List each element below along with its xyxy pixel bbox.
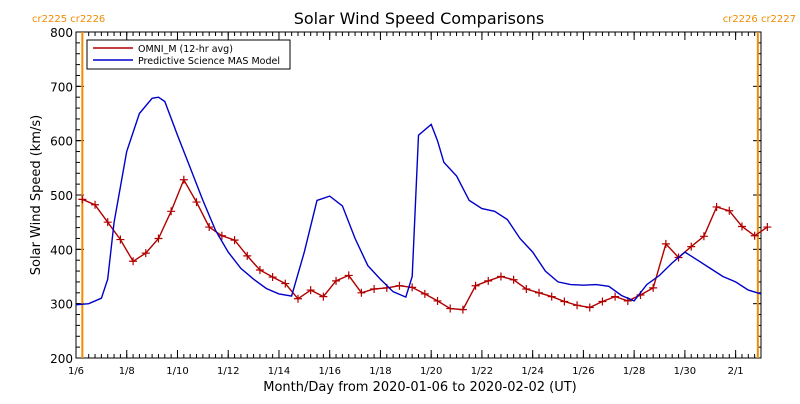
data-point (116, 235, 125, 244)
x-axis-label: Month/Day from 2020-01-06 to 2020-02-02 … (263, 380, 576, 395)
data-point (484, 276, 493, 285)
data-point (496, 272, 505, 281)
x-tick-label: 1/14 (268, 366, 290, 377)
data-point (179, 175, 188, 184)
data-point (522, 284, 531, 293)
data-point (725, 206, 734, 215)
y-tick-label: 300 (50, 298, 73, 312)
series-0 (78, 175, 772, 314)
y-tick-label: 400 (50, 243, 73, 257)
x-tick-label: 1/30 (674, 366, 696, 377)
data-point (712, 202, 721, 211)
data-point (319, 292, 328, 301)
x-tick-label: 1/28 (623, 366, 645, 377)
data-point (344, 271, 353, 280)
x-tick-label: 1/18 (369, 366, 391, 377)
x-tick-label: 1/6 (68, 366, 84, 377)
data-point (129, 257, 138, 266)
data-point (268, 273, 277, 282)
data-point (332, 276, 341, 285)
data-point (103, 218, 112, 227)
x-tick-label: 1/22 (471, 366, 493, 377)
data-point (255, 265, 264, 274)
y-tick-label: 700 (50, 80, 73, 94)
data-point (535, 288, 544, 297)
data-point (370, 284, 379, 293)
data-point (649, 283, 658, 292)
data-point (446, 304, 455, 313)
legend-label-1: Predictive Science MAS Model (138, 56, 280, 67)
data-point (750, 231, 759, 240)
y-tick-label: 500 (50, 189, 73, 203)
rotation-label-right: cr2226 cr2227 (723, 14, 796, 25)
data-point (433, 296, 442, 305)
data-point (357, 288, 366, 297)
data-point (573, 301, 582, 310)
series-1 (75, 96, 762, 306)
y-axis-label: Solar Wind Speed (km/s) (29, 115, 44, 275)
x-tick-label: 2/1 (728, 366, 744, 377)
x-tick-label: 1/10 (166, 366, 188, 377)
y-tick-label: 600 (50, 135, 73, 149)
data-point (141, 249, 150, 258)
data-point (78, 195, 87, 204)
data-point (737, 222, 746, 231)
data-point (471, 281, 480, 290)
x-tick-label: 1/12 (217, 366, 239, 377)
plot-area: 200 300 400 500 600 700 800 1/6 1/8 1/10 1/12 1/14 1… (50, 26, 772, 377)
legend: OMNI_M (12-hr avg)Predictive Science MAS… (86, 39, 291, 70)
data-point (230, 236, 239, 245)
data-point (585, 303, 594, 312)
data-point (699, 232, 708, 241)
legend-label-0: OMNI_M (12-hr avg) (138, 44, 233, 55)
y-tick-label: 200 (50, 352, 73, 366)
series-line-1 (75, 96, 762, 306)
data-point (154, 234, 163, 243)
data-point (167, 207, 176, 216)
chart-title: Solar Wind Speed Comparisons (294, 9, 545, 28)
x-tick-label: 1/26 (572, 366, 594, 377)
legend-box (86, 39, 291, 70)
data-point (281, 279, 290, 288)
x-tick-label: 1/20 (420, 366, 442, 377)
data-point (420, 289, 429, 298)
data-point (243, 251, 252, 260)
data-point (91, 200, 100, 209)
x-tick-label: 1/8 (119, 366, 135, 377)
data-point (306, 286, 315, 295)
rotation-label-left: cr2225 cr2226 (32, 14, 105, 25)
data-point (458, 305, 467, 314)
data-point (192, 198, 201, 207)
data-point (205, 223, 214, 232)
data-point (598, 297, 607, 306)
y-tick-label: 800 (50, 26, 73, 40)
data-point (509, 275, 518, 284)
data-point (560, 297, 569, 306)
data-point (611, 292, 620, 301)
x-tick-label: 1/16 (318, 366, 340, 377)
data-point (763, 223, 772, 232)
data-point (293, 294, 302, 303)
data-point (687, 242, 696, 251)
data-point (661, 239, 670, 248)
x-tick-label: 1/24 (521, 366, 543, 377)
data-point (395, 281, 404, 290)
data-point (547, 292, 556, 301)
